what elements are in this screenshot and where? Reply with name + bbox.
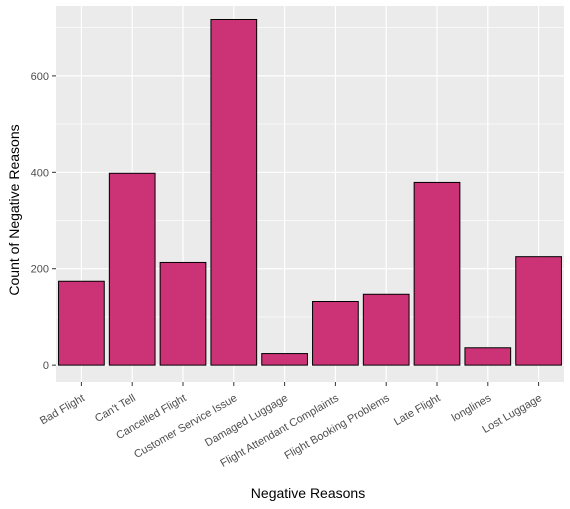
y-axis: 0 200 400 600 bbox=[31, 71, 56, 372]
bars bbox=[58, 18, 562, 366]
x-tick-label: Can't Tell bbox=[93, 392, 138, 425]
bar bbox=[58, 280, 105, 366]
bar bbox=[210, 18, 258, 366]
y-tick-label: 400 bbox=[31, 167, 49, 179]
x-tick-label: Bad Flight bbox=[38, 392, 87, 427]
y-tick-label: 600 bbox=[31, 71, 49, 83]
bar bbox=[108, 172, 156, 366]
y-axis-title: Count of Negative Reasons bbox=[6, 124, 22, 295]
y-tick-label: 200 bbox=[31, 264, 49, 276]
y-tick-label: 0 bbox=[43, 360, 49, 372]
bar bbox=[362, 293, 410, 366]
x-axis-title: Negative Reasons bbox=[251, 485, 365, 501]
bar bbox=[515, 256, 562, 366]
bar bbox=[464, 347, 512, 366]
bar bbox=[261, 353, 308, 366]
bar bbox=[159, 261, 207, 366]
x-tick-label: Damaged Luggage bbox=[203, 392, 290, 449]
bar bbox=[413, 181, 461, 366]
x-tick-label: Late Flight bbox=[392, 392, 442, 428]
bar bbox=[312, 300, 359, 366]
x-tick-label: longlines bbox=[450, 392, 494, 424]
